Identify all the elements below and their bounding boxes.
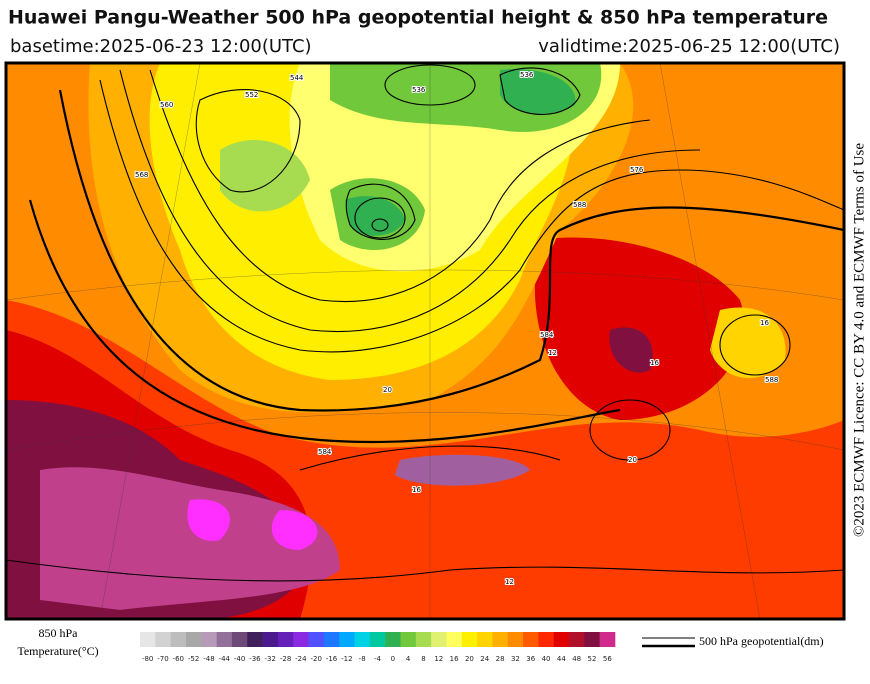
contour-label: 584 bbox=[318, 448, 332, 456]
colorbar-tick-label: -40 bbox=[234, 655, 245, 663]
colorbar-box bbox=[339, 632, 355, 647]
map: 536 544 552 560 568 576 584 588 584 588 … bbox=[6, 63, 844, 619]
colorbar-box bbox=[293, 632, 309, 647]
colorbar-tick-label: 20 bbox=[465, 655, 474, 663]
contour-label: 588 bbox=[573, 201, 586, 209]
colorbar-box bbox=[201, 632, 217, 647]
colorbar-tick-label: 56 bbox=[603, 655, 612, 663]
colorbar-tick-label: -60 bbox=[173, 655, 184, 663]
colorbar-box bbox=[461, 632, 478, 647]
colorbar-tick-label: -36 bbox=[249, 655, 261, 663]
colorbar-tick-label: 52 bbox=[588, 655, 597, 663]
colorbar-box bbox=[415, 632, 432, 647]
colorbar-tick-label: -32 bbox=[265, 655, 276, 663]
colorbar-tick-label: -44 bbox=[219, 655, 231, 663]
colorbar-tick-label: -28 bbox=[280, 655, 291, 663]
contour-label: 576 bbox=[630, 166, 644, 174]
colorbar-tick-label: 28 bbox=[496, 655, 505, 663]
colorbar-tick-label: 24 bbox=[480, 655, 489, 663]
colorbar-tick-label: -4 bbox=[374, 655, 382, 663]
colorbar-tick-label: 8 bbox=[421, 655, 425, 663]
colorbar-tick-label: -20 bbox=[310, 655, 321, 663]
title: Huawei Pangu-Weather 500 hPa geopotentia… bbox=[8, 7, 828, 29]
colorbar-box bbox=[185, 632, 202, 647]
legend-unit: Temperature(°C) bbox=[17, 644, 98, 658]
contour-label: 536 bbox=[412, 86, 426, 94]
colorbar-box bbox=[216, 632, 233, 647]
colorbar-box bbox=[599, 632, 616, 647]
colorbar-box bbox=[507, 632, 524, 647]
contour-label: 20 bbox=[383, 386, 392, 394]
colorbar-tick-label: -16 bbox=[326, 655, 338, 663]
colorbar-tick-label: -12 bbox=[341, 655, 352, 663]
contour-label: 16 bbox=[760, 319, 769, 327]
colorbar-tick-label: 16 bbox=[450, 655, 459, 663]
colorbar-box bbox=[553, 632, 570, 647]
contour-label: 16 bbox=[650, 359, 659, 367]
legend-variable: 850 hPa bbox=[39, 626, 79, 640]
basetime: basetime:2025-06-23 12:00(UTC) bbox=[10, 36, 312, 57]
contour-label: 584 bbox=[540, 331, 554, 339]
colorbar-box bbox=[492, 632, 509, 647]
colorbar-box bbox=[354, 632, 371, 647]
colorbar-tick-label: -48 bbox=[203, 655, 214, 663]
colorbar-box bbox=[262, 632, 279, 647]
colorbar-tick-label: 0 bbox=[391, 655, 395, 663]
colorbar-box bbox=[446, 632, 463, 647]
contour-legend-label: 500 hPa geopotential(dm) bbox=[699, 634, 824, 648]
colorbar-box bbox=[400, 632, 417, 647]
colorbar-tick-label: -70 bbox=[157, 655, 168, 663]
contour-label: 560 bbox=[160, 101, 173, 109]
colorbar-tick-label: 4 bbox=[406, 655, 411, 663]
colorbar-box bbox=[277, 632, 294, 647]
colorbar-tick-label: -8 bbox=[359, 655, 366, 663]
contour-label: 552 bbox=[245, 91, 258, 99]
colorbar-box bbox=[431, 632, 447, 647]
colorbar-box bbox=[247, 632, 263, 647]
colorbar-tick-label: 12 bbox=[434, 655, 443, 663]
contour-label: 544 bbox=[290, 74, 304, 82]
validtime: validtime:2025-06-25 12:00(UTC) bbox=[538, 36, 840, 57]
colorbar-tick-label: 44 bbox=[557, 655, 566, 663]
colorbar-box bbox=[155, 632, 171, 647]
colorbar: -80 -70 -60 -52 -48 -44 -40 -36 -32 -28 -24 -20 -16-… bbox=[140, 632, 616, 663]
colorbar-box bbox=[140, 632, 156, 647]
colorbar-box bbox=[523, 632, 539, 647]
colorbar-tick-label: -80 bbox=[142, 655, 153, 663]
colorbar-tick-label: -52 bbox=[188, 655, 199, 663]
colorbar-tick-label: 32 bbox=[511, 655, 520, 663]
colorbar-box bbox=[170, 632, 187, 647]
colorbar-box bbox=[231, 632, 248, 647]
colorbar-tick-label: 40 bbox=[542, 655, 551, 663]
colorbar-box bbox=[584, 632, 600, 647]
contour-label: 16 bbox=[412, 486, 421, 494]
colorbar-tick-label: -24 bbox=[295, 655, 307, 663]
contour-label: 536 bbox=[520, 71, 534, 79]
contour-label: 568 bbox=[135, 171, 148, 179]
contour-label: 588 bbox=[765, 376, 778, 384]
colorbar-box bbox=[308, 632, 325, 647]
colorbar-box bbox=[323, 632, 340, 647]
map-frame bbox=[4, 61, 846, 621]
colorbar-box bbox=[369, 632, 386, 647]
colorbar-box bbox=[538, 632, 555, 647]
colorbar-box bbox=[477, 632, 493, 647]
contour-label: 20 bbox=[628, 456, 637, 464]
colorbar-tick-label: 36 bbox=[526, 655, 535, 663]
contour-label: 12 bbox=[505, 578, 514, 586]
colorbar-tick-label: 48 bbox=[572, 655, 581, 663]
contour-label: 12 bbox=[548, 349, 557, 357]
colorbar-box bbox=[569, 632, 585, 647]
license: ©2023 ECMWF Licence: CC BY 4.0 and ECMWF… bbox=[851, 143, 867, 537]
colorbar-box bbox=[385, 632, 401, 647]
